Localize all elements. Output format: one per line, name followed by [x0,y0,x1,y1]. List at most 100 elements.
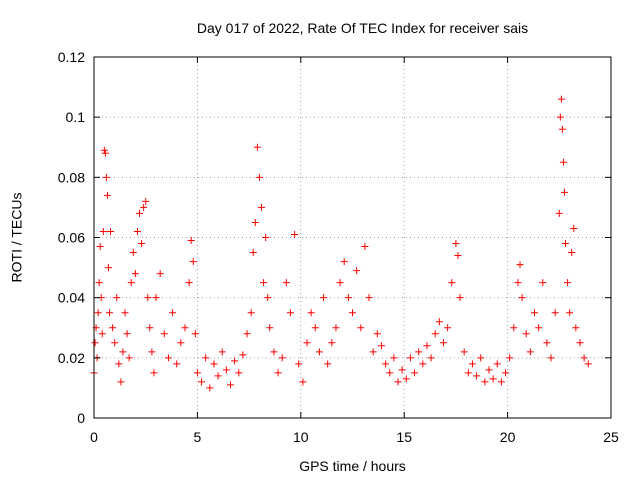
data-point [481,378,489,386]
data-point [295,360,303,368]
data-point [365,294,373,302]
data-point [502,369,510,377]
y-tick-label: 0.04 [58,290,85,306]
data-point [377,342,385,350]
data-point [247,309,255,317]
data-point [489,375,497,383]
data-point [291,230,299,238]
data-point [164,354,172,362]
data-point [324,360,332,368]
data-point [117,378,125,386]
data-point [160,330,168,338]
data-point [547,354,555,362]
y-tick-label: 0.08 [58,169,85,185]
data-point [140,203,148,211]
data-point [464,369,472,377]
data-point [477,354,485,362]
data-point [580,354,588,362]
data-point [189,258,197,266]
data-point [398,366,406,374]
data-point [468,360,476,368]
data-point [98,330,106,338]
data-point [559,158,567,166]
data-point [344,294,352,302]
data-point [423,342,431,350]
data-point [516,261,524,269]
data-point [576,339,584,347]
data-point [173,360,181,368]
data-point [102,173,110,181]
data-point [448,279,456,287]
y-tick-label: 0 [77,410,85,426]
data-point [222,366,230,374]
data-point [564,279,572,287]
data-point [402,375,410,383]
data-point [282,279,290,287]
data-point [99,227,107,235]
y-tick-label: 0.06 [58,230,85,246]
data-point [95,279,103,287]
data-point [243,330,251,338]
data-point [113,294,121,302]
data-point [427,354,435,362]
data-point [109,324,117,332]
data-point [131,270,139,278]
data-point [191,330,199,338]
data-point [444,324,452,332]
data-point [320,294,328,302]
chart-title: Day 017 of 2022, Rate Of TEC Index for r… [197,20,528,36]
data-point [274,369,282,377]
y-tick-label: 0.02 [58,350,85,366]
data-point [226,381,234,389]
data-point [177,339,185,347]
data-point [156,270,164,278]
data-point [307,309,315,317]
data-point [133,227,141,235]
data-point [415,348,423,356]
data-point [556,113,564,121]
data-point [328,339,336,347]
data-point [91,339,99,347]
data-point [560,188,568,196]
data-point [566,309,574,317]
data-point [115,360,123,368]
data-point [406,354,414,362]
data-point [123,330,131,338]
data-point [138,240,146,248]
y-tick-label: 0.12 [58,49,85,65]
data-point [299,378,307,386]
x-axis-ticks: 0 5 10 15 20 25 [90,57,619,445]
data-point [278,354,286,362]
data-point [336,279,344,287]
data-point [249,249,257,257]
x-tick-label: 0 [90,429,98,445]
data-point [260,279,268,287]
data-point [255,173,263,181]
data-point [570,224,578,232]
data-point [150,369,158,377]
data-point [101,149,109,157]
data-point [181,324,189,332]
data-point [251,218,259,226]
data-point [94,309,102,317]
x-tick-label: 20 [500,429,516,445]
data-point [121,309,129,317]
data-point [349,309,356,317]
x-tick-label: 10 [293,429,309,445]
data-point [262,234,270,241]
data-point [332,324,340,332]
data-point [96,243,104,251]
data-point [530,309,538,317]
data-point [148,348,156,356]
data-point [456,294,464,302]
data-point [473,372,481,380]
data-point [146,324,154,332]
data-point [185,279,193,287]
plot-frame [93,56,612,419]
data-point [535,324,543,332]
data-point [357,324,365,332]
data-point [129,249,137,257]
data-point [419,360,427,368]
data-point [452,240,460,248]
data-point [100,146,108,154]
